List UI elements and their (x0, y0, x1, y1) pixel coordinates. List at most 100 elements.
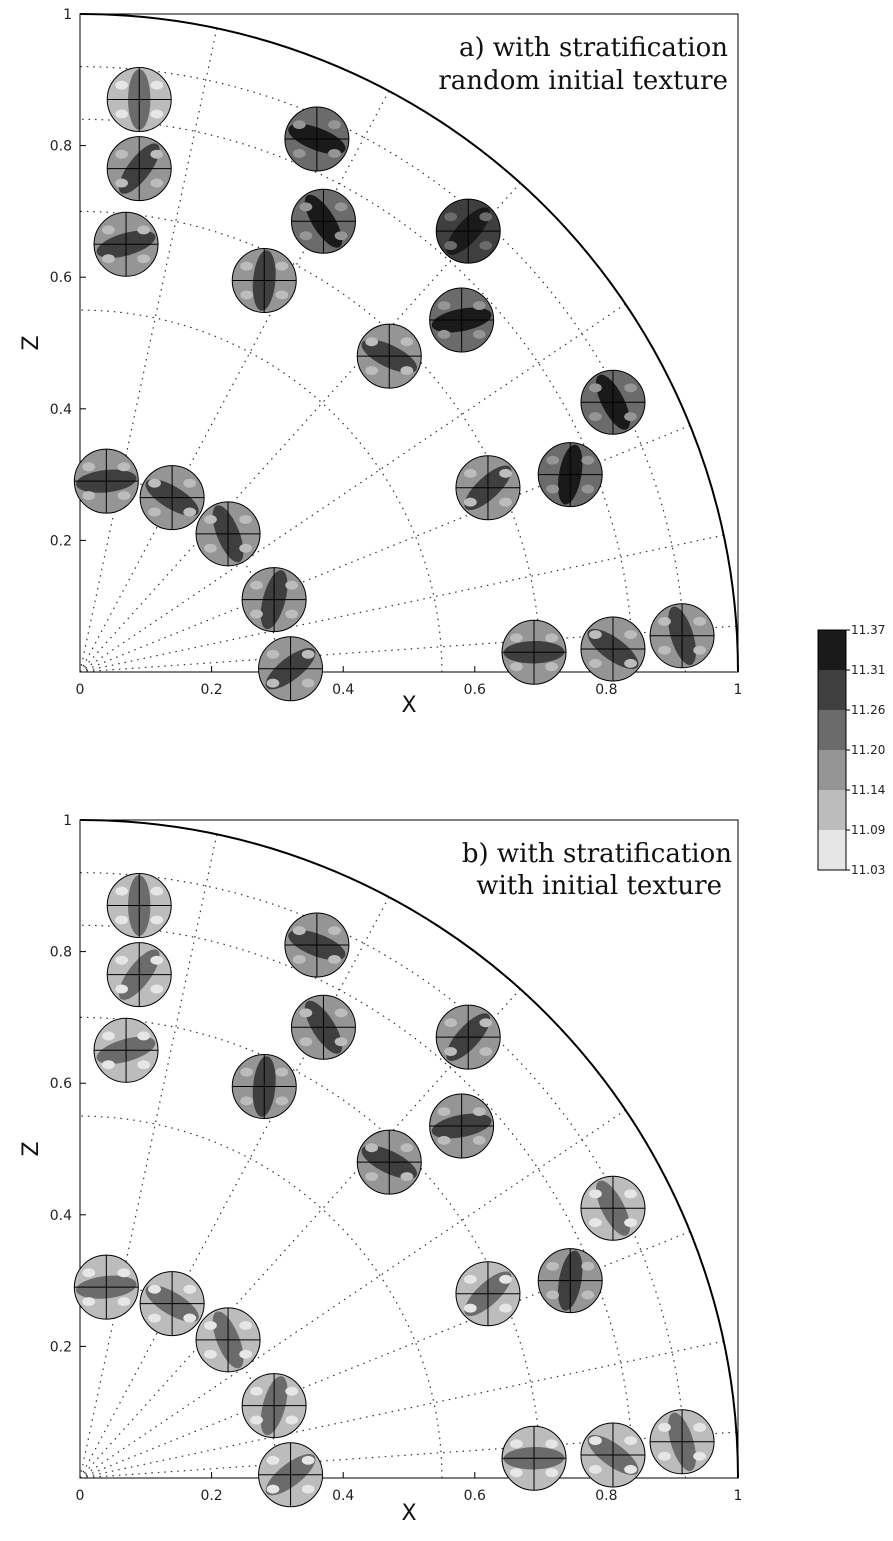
glyph-lobe-light (204, 1320, 217, 1330)
glyph-lobe-light (463, 1303, 477, 1313)
pole-figure-glyph (106, 136, 172, 202)
quarter-circle-a (79, 13, 739, 673)
colorbar-tick-label: 11.09 (851, 823, 885, 837)
glyph-lobe-light (658, 645, 671, 655)
glyph-lobe-light (472, 1135, 486, 1145)
glyph-lobe-light (437, 1107, 451, 1117)
glyph-lobe-light (117, 1297, 131, 1307)
y-tick-label: 0.4 (50, 402, 72, 418)
glyph-lobe-light (240, 261, 254, 271)
x-tick-label: 0.4 (332, 1488, 354, 1504)
pole-figure-glyph (73, 448, 139, 514)
glyph-lobe-light (328, 926, 341, 936)
glyph-lobe-light (334, 202, 348, 212)
guide-arc (79, 66, 686, 673)
y-ticks-a: 0.2 0.4 0.6 0.8 1 (50, 7, 86, 549)
glyph-lobe-light (115, 80, 129, 90)
pole-figure-glyph (195, 501, 261, 567)
glyph-lobe-light (115, 149, 129, 159)
glyph-lobe-light (499, 468, 512, 478)
glyph-lobe-light (250, 1386, 263, 1396)
glyph-lobe-light (102, 1031, 115, 1041)
glyph-lobe-light (204, 514, 217, 524)
pole-figure-glyph (195, 1307, 261, 1373)
pole-figure-glyph (106, 67, 172, 133)
guide-arc (79, 118, 634, 673)
glyph-outline (649, 1409, 715, 1475)
glyph-lobe-light (82, 491, 96, 501)
glyph-lobe-light (148, 478, 161, 488)
glyph-outline (455, 1261, 521, 1327)
pole-figure-glyph (429, 287, 495, 353)
glyph-lobe-light (693, 1422, 707, 1432)
glyph-lobe-light (510, 633, 523, 643)
glyph-outline (106, 136, 172, 202)
panel-a: 0 0.2 0.4 0.6 0.8 1 0.2 0.4 0.6 0.8 1 X Z a) with… (19, 7, 742, 718)
x-tick-label: 0.6 (464, 682, 486, 698)
glyph-lobe-light (150, 149, 164, 159)
y-tick-label: 0.2 (50, 533, 72, 549)
colorbar-segment (818, 710, 846, 750)
glyph-outline (73, 448, 139, 514)
glyph-lobe-light (658, 616, 671, 626)
glyph-lobe-light (150, 178, 164, 188)
y-tick-label: 1 (63, 813, 72, 829)
pole-figure-glyph (455, 455, 521, 521)
glyph-lobe-light (365, 337, 379, 347)
glyph-lobe-light (266, 1484, 280, 1494)
pole-figure-glyph (435, 1004, 501, 1070)
x-tick-label: 0.8 (595, 682, 617, 698)
glyph-lobe-light (299, 1008, 313, 1018)
glyph-outline (501, 619, 567, 685)
x-tick-label: 0.2 (200, 682, 222, 698)
pole-figure-glyph (284, 912, 350, 978)
glyph-lobe-light (137, 254, 151, 264)
glyph-lobe-light (479, 241, 493, 251)
glyph-outline (290, 188, 356, 254)
pole-figure-glyph (139, 1271, 205, 1337)
glyph-outline (580, 369, 646, 435)
glyph-outline (139, 1271, 205, 1337)
pole-figure-glyph (429, 1093, 495, 1159)
glyph-outline (537, 442, 603, 508)
panel-title-b-line2: with initial texture (476, 871, 722, 901)
glyph-lobe-light (444, 1018, 458, 1028)
glyph-lobe-light (444, 1047, 458, 1057)
glyph-outline (241, 567, 307, 633)
pole-figure-glyph (501, 619, 567, 685)
pole-figure-glyph (435, 198, 501, 264)
glyph-lobe-light (499, 497, 512, 507)
glyph-lobe-light (239, 514, 253, 524)
glyph-lobe-light (545, 1468, 559, 1478)
x-ticks-b: 0 0.2 0.4 0.6 0.8 1 (76, 1472, 742, 1504)
glyph-lobe-light (250, 1415, 263, 1425)
glyph-lobe-light (624, 412, 637, 422)
glyph-lobe-light (588, 630, 602, 640)
glyph-lobe-light (150, 915, 164, 925)
glyph-lobe-light (275, 1096, 289, 1106)
pole-figure-glyph (290, 994, 356, 1060)
pole-figure-glyph (93, 211, 159, 277)
glyph-lobe-light (266, 649, 280, 659)
x-tick-label: 0 (76, 1488, 85, 1504)
glyph-lobe-light (463, 497, 477, 507)
glyph-lobe-light (301, 1455, 315, 1465)
glyph-lobe-light (588, 412, 602, 422)
glyph-outline (580, 616, 646, 682)
glyph-lobe-light (365, 1172, 379, 1182)
glyph-outline (241, 1373, 307, 1439)
glyph-outline (435, 1004, 501, 1070)
pole-figure-glyph (241, 567, 307, 633)
glyph-lobe-light (250, 580, 263, 590)
glyph-lobe-light (624, 383, 637, 393)
glyph-outline (429, 287, 495, 353)
glyph-lobe-light (204, 543, 217, 553)
glyph-outline (231, 1053, 297, 1119)
glyph-lobe-light (479, 1018, 493, 1028)
glyph-lobe-light (285, 609, 299, 619)
glyph-lobe-light (546, 455, 560, 465)
glyph-lobe-light (150, 955, 164, 965)
glyph-lobe-light (292, 148, 306, 158)
y-tick-label: 1 (63, 7, 72, 23)
glyph-lobe-light (624, 630, 637, 640)
